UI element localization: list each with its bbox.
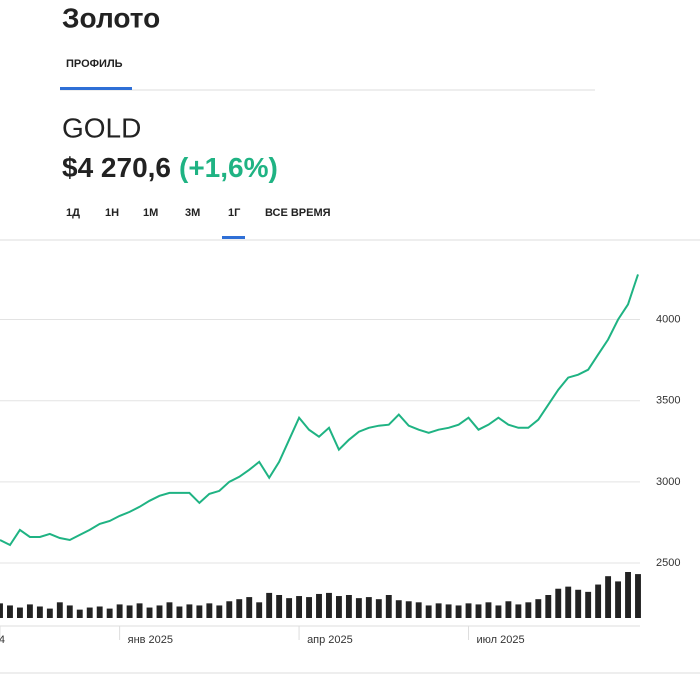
period[interactable]: 1Д — [66, 207, 80, 219]
period[interactable]: 1Н — [105, 207, 119, 219]
volume-bar — [0, 603, 3, 618]
volume-bar — [76, 609, 83, 618]
volume-bar — [7, 605, 13, 618]
volume-bar — [166, 602, 173, 618]
volume-bar — [306, 597, 312, 618]
period[interactable]: 1М — [143, 207, 158, 219]
volume-bar — [66, 605, 73, 618]
change: (+1,6%) — [179, 152, 278, 183]
volume-bar — [126, 605, 133, 618]
x-tick-label: апр 2025 — [307, 634, 353, 646]
volume-bar — [186, 604, 193, 618]
volume-bar — [176, 606, 183, 618]
volume-bar — [575, 589, 582, 618]
volume-bar — [355, 598, 362, 618]
period[interactable]: 3М — [185, 207, 200, 219]
volume-bar — [505, 601, 512, 618]
volume-bar — [405, 601, 412, 618]
volume-bar — [555, 588, 562, 618]
volume-bar — [485, 602, 492, 618]
volume-bar — [465, 603, 472, 618]
volume-bar — [36, 606, 43, 618]
volume-bar — [106, 608, 113, 618]
price-line — [0, 274, 639, 547]
volume-bar — [146, 607, 153, 618]
volume-bar — [16, 607, 23, 618]
y-tick-label: 4000 — [656, 313, 680, 325]
volume-bar — [276, 595, 283, 618]
volume-bar — [156, 605, 163, 618]
volume-bar — [515, 604, 522, 618]
ticker: GOLD — [62, 112, 141, 143]
page-title: Золото — [62, 2, 160, 33]
price-line: $4 270,6 (+1,6%) — [62, 152, 278, 183]
volume-bar — [26, 604, 33, 618]
volume-bar — [385, 595, 392, 618]
volume-bar — [435, 603, 442, 618]
volume-bar — [625, 572, 631, 618]
volume-bar — [216, 605, 223, 618]
volume-bar — [56, 602, 63, 618]
volume-bar — [425, 605, 432, 618]
volume-bar — [246, 597, 253, 618]
x-tick-label: июл 2025 — [477, 634, 525, 646]
volume-bar — [286, 598, 293, 618]
volume-bar — [266, 592, 273, 618]
tab-underline — [60, 87, 132, 90]
y-tick-label: 3500 — [656, 395, 680, 407]
volume-bar — [525, 602, 532, 618]
volume-bar — [116, 604, 123, 618]
x-tick-label: 4 — [0, 634, 5, 646]
volume-bar — [535, 599, 542, 618]
y-tick-label: 2500 — [656, 557, 680, 569]
period[interactable]: 1Г — [228, 207, 241, 219]
volume-bar — [335, 596, 342, 618]
volume-bar — [635, 574, 641, 618]
volume-bar — [206, 603, 213, 618]
volume-bar — [256, 602, 263, 618]
volume-bar — [236, 599, 243, 618]
price: $4 270,6 — [62, 152, 171, 183]
period[interactable]: ВСЕ ВРЕМЯ — [265, 207, 331, 219]
period-underline — [222, 236, 245, 239]
tab[interactable]: ПРОФИЛЬ — [66, 58, 123, 70]
volume-bar — [395, 600, 402, 618]
volume-bar — [495, 605, 502, 618]
volume-bar — [326, 592, 332, 618]
volume-bar — [196, 605, 203, 618]
volume-bar — [455, 605, 462, 618]
x-tick-label: янв 2025 — [128, 634, 173, 646]
volume-bar — [316, 593, 322, 618]
volume-bar — [226, 601, 233, 618]
volume-bar — [605, 576, 612, 618]
volume-bar — [475, 604, 482, 618]
volume-bar — [365, 597, 372, 618]
y-tick-label: 3000 — [656, 476, 680, 488]
volume-bar — [136, 603, 143, 618]
volume-bar — [415, 602, 422, 618]
volume-bar — [296, 596, 303, 618]
volume-bar — [86, 607, 93, 618]
volume-bar — [545, 595, 552, 618]
volume-bar — [345, 595, 352, 618]
volume-bar — [46, 608, 53, 618]
volume-bar — [565, 586, 572, 618]
volume-bar — [595, 584, 602, 618]
volume-bar — [615, 581, 622, 618]
volume-bar — [375, 599, 382, 618]
volume-bar — [585, 591, 592, 618]
volume-bar — [96, 606, 103, 618]
volume-bar — [445, 604, 452, 618]
